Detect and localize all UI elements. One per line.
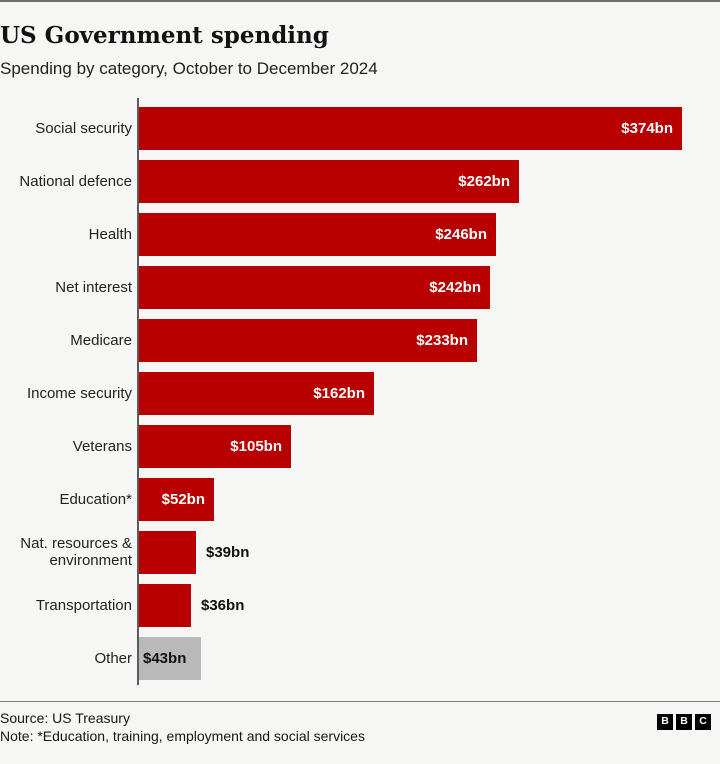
chart-row: Health $246bn <box>0 208 720 261</box>
note-text: Note: *Education, training, employment a… <box>0 728 365 745</box>
bar-chart-rows: Social security $374bn National defence $26… <box>0 97 720 685</box>
value-label: $233bn <box>416 331 468 349</box>
bar: $105bn <box>139 424 291 468</box>
bar: $52bn <box>139 477 214 521</box>
category-label: Medicare <box>70 331 132 349</box>
bar-area: $233bn <box>139 318 720 362</box>
source-text: Source: US Treasury <box>0 709 130 726</box>
bar-area: $39bn <box>139 530 720 574</box>
chart-title: US Government spending <box>0 22 329 49</box>
chart-row: Income security $162bn <box>0 367 720 420</box>
bar: $262bn <box>139 159 519 203</box>
bar-area: $262bn <box>139 159 720 203</box>
chart-row: Education* $52bn <box>0 473 720 526</box>
bar-area: $43bn <box>139 636 720 680</box>
chart-footer: Source: US Treasury Note: *Education, tr… <box>0 702 720 746</box>
bar: $242bn <box>139 265 490 309</box>
bar-area: $162bn <box>139 371 720 415</box>
bar: $233bn <box>139 318 477 362</box>
bar: $162bn <box>139 371 374 415</box>
category-label: Education* <box>59 490 132 508</box>
category-label: Health <box>88 225 132 243</box>
bar: $374bn <box>139 106 682 150</box>
category-label: Transportation <box>35 596 132 614</box>
chart-subtitle: Spending by category, October to Decembe… <box>0 58 378 78</box>
value-label: $39bn <box>206 543 250 561</box>
value-label: $374bn <box>621 119 673 137</box>
chart-row: Medicare $233bn <box>0 314 720 367</box>
bar-area: $374bn <box>139 106 720 150</box>
value-label: $162bn <box>313 384 365 402</box>
category-label: National defence <box>19 172 132 190</box>
bbc-logo-block: C <box>695 713 711 730</box>
bar <box>139 583 191 627</box>
category-label: Other <box>94 649 132 667</box>
bar-area: $246bn <box>139 212 720 256</box>
chart-row: Social security $374bn <box>0 102 720 155</box>
footer-divider <box>0 700 720 702</box>
value-label: $43bn <box>143 649 187 667</box>
bbc-logo-block: B <box>657 713 673 730</box>
bar-area: $52bn <box>139 477 720 521</box>
bar <box>139 530 196 574</box>
bar: $246bn <box>139 212 496 256</box>
bar-area: $36bn <box>139 583 720 627</box>
chart-row: Nat. resources & environment $39bn <box>0 526 720 579</box>
value-label: $262bn <box>458 172 510 190</box>
value-label: $246bn <box>435 225 487 243</box>
value-label: $242bn <box>429 278 481 296</box>
bar-area: $105bn <box>139 424 720 468</box>
chart-row: Other $43bn <box>0 632 720 685</box>
bar-chart: Social security $374bn National defence $26… <box>0 97 720 685</box>
chart-header: US Government spending Spending by categ… <box>0 2 720 81</box>
value-label: $36bn <box>201 596 245 614</box>
value-label: $52bn <box>161 490 205 508</box>
category-label: Veterans <box>72 437 132 455</box>
chart-row: National defence $262bn <box>0 155 720 208</box>
category-label: Nat. resources & environment <box>20 535 132 570</box>
chart-row: Veterans $105bn <box>0 420 720 473</box>
bbc-logo-block: B <box>676 713 692 730</box>
bar: $43bn <box>139 636 201 680</box>
chart-row: Transportation $36bn <box>0 579 720 632</box>
chart-row: Net interest $242bn <box>0 261 720 314</box>
y-axis-line <box>137 97 139 685</box>
category-label: Income security <box>26 384 132 402</box>
category-label: Social security <box>35 119 132 137</box>
bar-area: $242bn <box>139 265 720 309</box>
category-label: Net interest <box>55 278 132 296</box>
value-label: $105bn <box>230 437 282 455</box>
